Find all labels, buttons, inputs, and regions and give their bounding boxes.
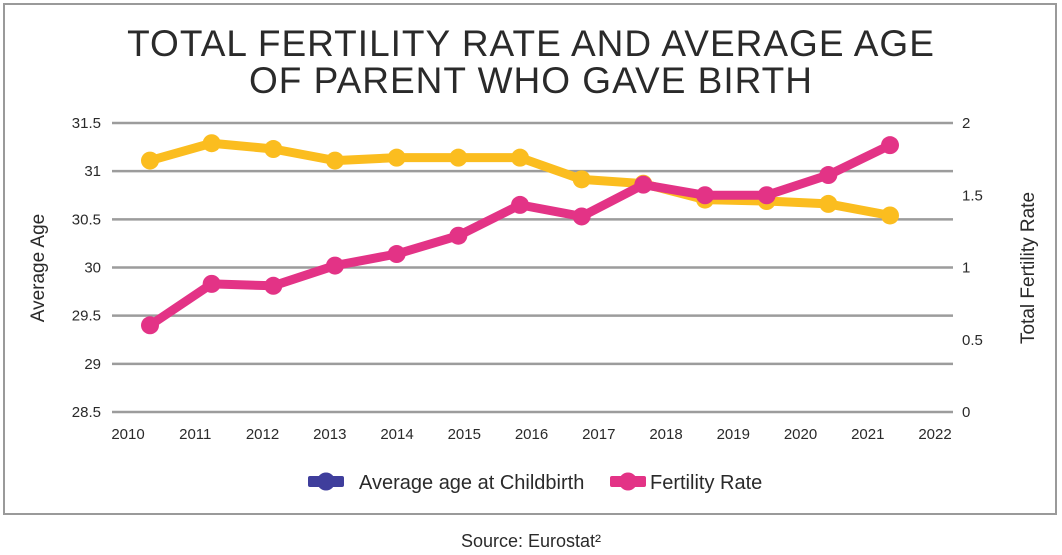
chart-title-line-2: OF PARENT WHO GAVE BIRTH bbox=[249, 60, 813, 101]
left-axis-tick-label: 30.5 bbox=[72, 211, 101, 228]
x-axis-tick-label: 2012 bbox=[246, 426, 279, 443]
data-point bbox=[572, 207, 591, 226]
x-axis-tick-label: 2022 bbox=[918, 426, 951, 443]
data-point bbox=[511, 148, 529, 167]
left-axis-tick-label: 28.5 bbox=[72, 404, 101, 421]
data-point bbox=[511, 195, 529, 214]
data-point bbox=[387, 148, 406, 167]
series-average-age bbox=[141, 136, 899, 335]
left-axis-tick-label: 31 bbox=[84, 163, 101, 180]
gridlines bbox=[112, 121, 953, 414]
left-axis-ticks: 28.5 29 29.5 30 30.5 31 31.5 bbox=[72, 115, 101, 421]
right-axis-tick-label: 1 bbox=[962, 260, 970, 277]
legend: Average age at Childbirth Fertility Rate bbox=[308, 472, 762, 494]
data-point bbox=[326, 256, 344, 275]
right-axis-tick-label: 1.5 bbox=[962, 187, 983, 204]
data-point bbox=[264, 276, 283, 295]
legend-label-fertility-rate: Fertility Rate bbox=[650, 472, 762, 494]
x-axis-tick-label: 2016 bbox=[515, 426, 548, 443]
data-point bbox=[326, 151, 344, 170]
x-axis-tick-label: 2010 bbox=[111, 426, 144, 443]
chart-frame bbox=[3, 3, 1057, 515]
x-axis-ticks: 2010 2011 2012 2013 2014 2015 2016 2017 2018 2019… bbox=[111, 426, 951, 443]
left-axis-tick-label: 29.5 bbox=[72, 308, 101, 325]
x-axis-tick-label: 2018 bbox=[649, 426, 682, 443]
legend-entry-average-age[interactable]: Average age at Childbirth bbox=[308, 472, 584, 494]
data-point bbox=[819, 194, 838, 213]
x-axis-tick-label: 2017 bbox=[582, 426, 615, 443]
right-axis-ticks: 0 0.5 1 1.5 2 bbox=[962, 115, 983, 421]
data-point bbox=[634, 175, 653, 194]
right-axis-tick-label: 2 bbox=[962, 115, 970, 132]
data-point bbox=[202, 274, 221, 293]
left-axis-tick-label: 29 bbox=[84, 356, 101, 373]
x-axis-tick-label: 2014 bbox=[380, 426, 413, 443]
right-axis-tick-label: 0.5 bbox=[962, 332, 983, 349]
x-axis-tick-label: 2015 bbox=[448, 426, 481, 443]
x-axis-tick-label: 2020 bbox=[784, 426, 817, 443]
x-axis-tick-label: 2021 bbox=[851, 426, 884, 443]
legend-marker-fertility-rate bbox=[619, 472, 637, 491]
data-point bbox=[264, 140, 283, 159]
data-point bbox=[881, 136, 899, 155]
chart-title-line-1: TOTAL FERTILITY RATE AND AVERAGE AGE bbox=[127, 23, 935, 64]
legend-entry-fertility-rate[interactable]: Fertility Rate bbox=[610, 472, 762, 494]
data-point bbox=[449, 148, 468, 167]
legend-marker-average-age bbox=[317, 472, 335, 491]
right-axis-label: Total Fertility Rate bbox=[1018, 192, 1039, 344]
data-point bbox=[572, 170, 591, 189]
series-lines bbox=[141, 134, 899, 335]
left-axis-tick-label: 30 bbox=[84, 260, 101, 277]
data-point bbox=[387, 245, 406, 264]
right-axis-tick-label: 0 bbox=[962, 404, 970, 421]
data-point bbox=[141, 316, 159, 335]
data-point bbox=[881, 206, 899, 225]
left-axis-tick-label: 31.5 bbox=[72, 115, 101, 132]
legend-label-average-age: Average age at Childbirth bbox=[359, 472, 584, 494]
data-point bbox=[449, 226, 468, 245]
data-point bbox=[757, 186, 776, 205]
x-axis-tick-label: 2019 bbox=[717, 426, 750, 443]
x-axis-tick-label: 2013 bbox=[313, 426, 346, 443]
left-axis-label: Average Age bbox=[28, 214, 49, 322]
source-note: Source: Eurostat² bbox=[461, 531, 601, 551]
data-point bbox=[696, 186, 714, 205]
data-point bbox=[819, 166, 838, 185]
data-point bbox=[141, 151, 159, 170]
x-axis-tick-label: 2011 bbox=[179, 426, 211, 443]
data-point bbox=[202, 134, 221, 153]
